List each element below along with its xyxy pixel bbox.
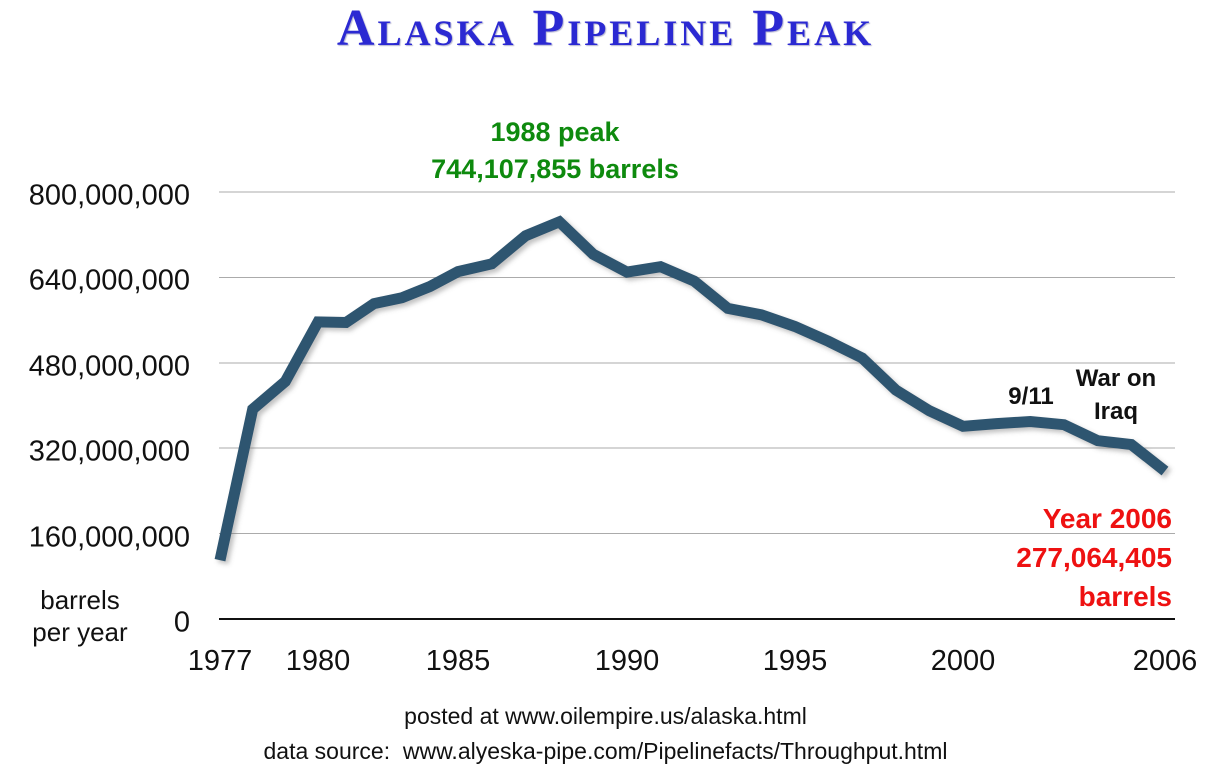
- year-2006-annotation: Year 2006 277,064,405 barrels: [772, 499, 1172, 616]
- x-tick-label: 1990: [594, 645, 660, 677]
- peak-annotation: 1988 peak 744,107,855 barrels: [355, 114, 755, 188]
- y-tick-label: 160,000,000: [28, 521, 190, 554]
- year-2006-line2: 277,064,405: [1016, 542, 1172, 573]
- y-tick-label: 800,000,000: [28, 179, 190, 212]
- peak-annotation-line2: 744,107,855 barrels: [431, 154, 679, 184]
- gridlines: [219, 191, 1175, 620]
- x-tick-label: 2000: [930, 645, 996, 677]
- y-tick-label: 0: [173, 606, 190, 639]
- x-tick-label: 1985: [425, 645, 491, 677]
- year-2006-line3: barrels: [1078, 581, 1172, 612]
- throughput-line-group: [214, 215, 1169, 562]
- y-tick-label: 480,000,000: [28, 350, 190, 383]
- peak-annotation-line1: 1988 peak: [490, 117, 620, 147]
- year-2006-line1: Year 2006: [1042, 503, 1172, 534]
- x-tick-label: 2006: [1132, 645, 1198, 677]
- war-on-iraq-annotation: War on Iraq: [1046, 362, 1186, 428]
- throughput-line: [214, 215, 1169, 562]
- war-on-iraq-line1: War on: [1075, 365, 1157, 392]
- footer-posted-link: posted at www.oilempire.us/alaska.html: [404, 703, 807, 729]
- footer-data-source: data source: www.alyeska-pipe.com/Pipeli…: [263, 738, 948, 764]
- y-axis-unit-line1: barrels: [40, 585, 120, 615]
- event-911-annotation: 9/11: [1008, 383, 1054, 410]
- y-tick-label: 640,000,000: [28, 264, 190, 297]
- y-axis-unit-line2: per year: [32, 617, 128, 647]
- x-tick-label: 1980: [285, 645, 351, 677]
- y-tick-label: 320,000,000: [28, 435, 190, 468]
- x-tick-label: 1977: [187, 645, 253, 677]
- y-axis-unit-label: barrels per year: [10, 584, 150, 648]
- page-title: Alaska Pipeline Peak: [336, 0, 875, 57]
- x-tick-label: 1995: [762, 645, 828, 677]
- war-on-iraq-line2: Iraq: [1093, 398, 1138, 425]
